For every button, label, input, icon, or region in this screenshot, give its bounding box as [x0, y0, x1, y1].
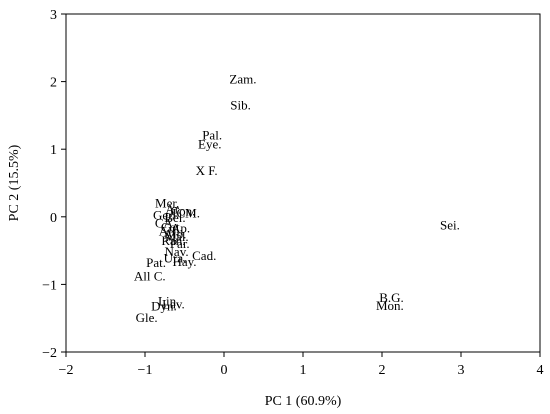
data-point-label: Cot. [161, 220, 183, 235]
x-tick-label: 4 [537, 363, 544, 378]
y-tick-label: −1 [42, 278, 57, 293]
data-point-label: Zam. [229, 72, 256, 87]
data-point-label: Dyn. [151, 299, 177, 314]
data-point-label: Pal. [202, 128, 222, 143]
data-point-label: Lin. [158, 293, 179, 308]
x-tick-label: 2 [379, 363, 386, 378]
data-point-label: Mal. [164, 229, 188, 244]
x-axis-ticks: −2 −1 0 1 2 3 4 [59, 352, 544, 378]
x-axis-title: PC 1 (60.9%) [265, 394, 342, 409]
x-tick-label: 3 [458, 363, 465, 378]
y-axis-ticks: −2 −1 0 1 2 3 [42, 8, 66, 361]
data-point-label: All. [159, 224, 179, 239]
x-tick-label: −1 [138, 363, 153, 378]
data-point-label: Mon. [376, 298, 404, 313]
y-tick-label: −2 [42, 346, 57, 361]
x-tick-label: −2 [59, 363, 74, 378]
data-point-label: Cad. [192, 248, 216, 263]
y-tick-label: 1 [50, 143, 57, 158]
data-point-label: Ran. [161, 233, 185, 248]
y-tick-label: 2 [50, 76, 57, 91]
data-point-label: X F. [196, 163, 218, 178]
x-tick-label: 0 [221, 363, 228, 378]
plot-border [65, 13, 541, 353]
y-tick-label: 0 [50, 211, 57, 226]
data-point-label: Alb. [164, 226, 187, 241]
data-point-label: Par. [170, 236, 190, 251]
data-point-label: ICM. [172, 205, 200, 220]
data-point-label: Mer. [155, 195, 179, 210]
data-point-label: Eye. [198, 136, 221, 151]
data-points: Zam.Sib.Pal.Eye.X F.Mer.Ar.Con.ICM.Ger.B… [134, 72, 460, 326]
data-point-label: Ger. [153, 207, 175, 222]
data-point-label: Hay. [172, 254, 196, 269]
data-point-label: Nav. [165, 244, 189, 259]
data-point-label: All C. [134, 268, 166, 283]
data-point-label: Sei. [440, 218, 460, 233]
data-point-label: Lav. [162, 297, 185, 312]
data-point-label: Sib. [230, 97, 251, 112]
data-point-label: Pat. [146, 255, 166, 270]
data-point-label: B.G. [379, 290, 404, 305]
data-point-label: Con. [170, 203, 195, 218]
y-tick-label: 3 [50, 8, 57, 23]
x-tick-label: 1 [300, 363, 307, 378]
data-point-label: Bel. [164, 210, 185, 225]
data-point-label: CA. [155, 216, 176, 231]
data-point-label: Ap. [171, 220, 190, 235]
data-point-label: Gle. [136, 310, 158, 325]
data-point-label: Ura. [164, 251, 187, 266]
data-point-label: Ar. [165, 201, 181, 216]
y-axis-title: PC 2 (15.5%) [7, 144, 22, 221]
plot-frame [65, 13, 541, 353]
